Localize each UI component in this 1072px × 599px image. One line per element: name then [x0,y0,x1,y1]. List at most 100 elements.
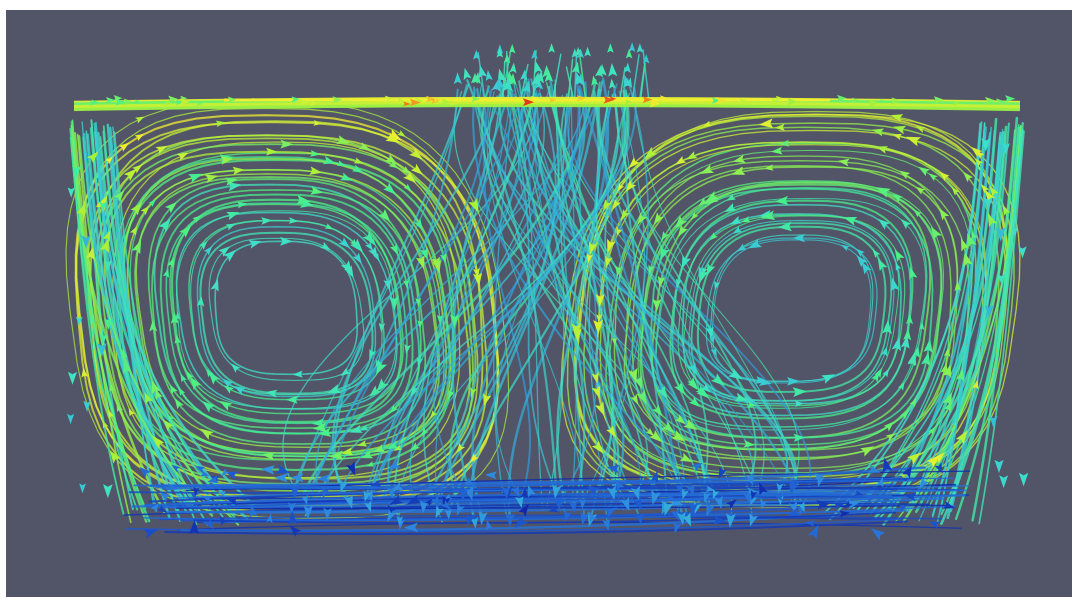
arrow-glyph-icon [579,498,587,509]
arrow-glyph-icon [860,446,875,457]
arrow-glyph-icon [385,132,400,143]
lid-arrow-glyph-icon [739,98,747,103]
arrow-glyph-icon [605,255,613,268]
arrow-glyph-icon [511,485,520,498]
arrow-glyph-icon [900,335,910,349]
arrow-glyph-icon [285,395,298,404]
arrow-glyph-icon [771,146,783,155]
arrow-glyph-icon [448,389,455,399]
arrow-glyph-icon [971,146,983,157]
arrow-glyph-icon [899,505,909,511]
arrow-glyph-icon [625,77,632,88]
arrow-glyph-icon [881,346,888,357]
arrow-glyph-icon [170,312,179,324]
arrow-glyph-icon [636,43,644,53]
arrow-glyph-icon [230,363,241,373]
arrow-glyph-icon [596,314,602,323]
arrow-glyph-icon [677,511,686,526]
vortex-streamline [129,168,445,458]
arrow-glyph-icon [167,414,175,423]
arrow-glyph-icon [674,414,686,425]
arrow-glyph-icon [387,509,397,522]
arrow-glyph-icon [683,418,698,430]
bottom-streamline [164,520,909,535]
arrow-glyph-icon [792,387,808,397]
arrow-glyph-icon [387,442,397,450]
arrow-glyph-icon [939,208,950,221]
arrow-glyph-icon [934,462,943,474]
arrow-glyph-icon [483,393,492,407]
arrow-glyph-icon [288,217,299,224]
arrow-glyph-icon [384,154,398,165]
arrow-glyph-icon [630,485,640,501]
arrow-glyph-icon [591,440,604,454]
central-streamline [518,80,711,510]
arrow-glyph-icon [671,430,686,442]
arrow-glyph-icon [290,486,299,499]
arrow-glyph-icon [265,389,278,398]
arrow-glyph-icon [588,510,598,523]
arrow-glyph-icon [317,427,332,437]
arrow-glyph-icon [690,211,699,220]
arrow-glyph-icon [963,171,973,183]
arrow-glyph-icon [171,464,181,473]
lid-streamline [73,100,1021,108]
arrow-glyph-icon [79,483,86,494]
arrow-glyph-icon [417,320,423,329]
arrow-glyph-icon [994,459,1004,474]
lid-arrow-glyph-icon [310,100,319,107]
central-streamline [307,88,487,512]
arrow-glyph-icon [130,202,142,216]
arrow-glyph-icon [967,233,977,249]
arrow-glyph-icon [473,272,483,287]
arrow-glyph-icon [814,473,825,481]
wall-streamline [863,132,1007,513]
arrow-glyph-icon [403,522,419,533]
arrow-glyph-icon [705,190,720,202]
lid-arrow-glyph-icon [522,98,535,106]
arrow-glyph-icon [470,387,477,398]
arrow-glyph-icon [219,400,233,411]
arrow-glyph-icon [413,218,423,231]
vortex-streamline [208,237,365,381]
arrow-glyph-icon [174,398,184,410]
arrow-glyph-icon [378,208,391,222]
arrow-glyph-icon [621,209,630,221]
arrow-glyph-icon [900,410,909,420]
arrow-glyph-icon [463,477,475,486]
arrow-glyph-icon [109,383,116,393]
arrow-glyph-icon [288,510,298,525]
arrow-glyph-icon [456,503,465,516]
arrow-glyph-icon [984,305,994,318]
arrow-glyph-icon [569,501,578,514]
arrow-glyph-icon [81,235,91,249]
jet-streamline [565,66,575,103]
arrow-glyph-icon [223,249,237,262]
arrow-glyph-icon [660,246,670,261]
bottom-streamline [125,518,903,533]
arrow-glyph-icon [961,238,970,252]
arrow-glyph-icon [471,72,479,84]
lid-arrow-glyph-icon [576,95,586,102]
arrow-glyph-icon [375,359,382,368]
arrow-glyph-icon [837,158,850,167]
arrow-glyph-icon [919,321,925,331]
arrow-glyph-icon [373,444,386,453]
arrow-glyph-icon [326,384,342,394]
arrow-glyph-icon [779,139,790,147]
arrow-glyph-icon [220,156,234,165]
arrow-glyph-icon [198,240,208,250]
arrow-glyph-icon [352,164,364,173]
lid-arrow-glyph-icon [91,99,99,105]
arrow-glyph-icon [926,455,940,468]
arrow-glyph-icon [300,198,314,208]
arrow-glyph-icon [774,195,789,206]
arrow-glyph-icon [787,507,801,516]
jet-streamline [532,49,537,103]
arrow-glyph-icon [817,475,825,487]
arrow-glyph-icon [905,136,921,147]
jet-streamline [578,49,587,103]
render-viewport[interactable] [6,10,1072,597]
arrow-glyph-icon [410,442,421,452]
arrow-glyph-icon [792,233,805,243]
